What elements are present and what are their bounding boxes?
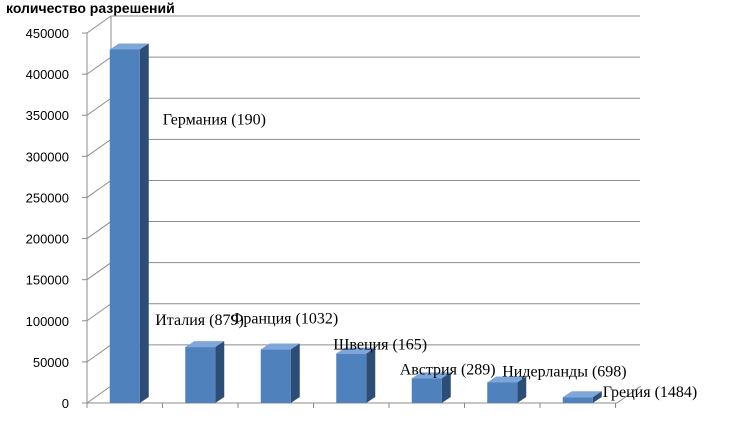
data-label: Швеция (165) [333, 337, 427, 354]
y-tick-labels: 0 50000 100000 150000 200000 250000 300000 3500… [26, 26, 69, 411]
y-tick-label: 150000 [26, 273, 69, 288]
data-label: Австрия (289) [400, 361, 496, 378]
y-tick-label: 200000 [26, 232, 69, 247]
bar-front [109, 49, 140, 403]
y-axis-label: количество разрешений [6, 0, 175, 16]
y-tick-label: 300000 [26, 149, 69, 164]
grid-line [86, 56, 640, 75]
y-tick-label: 0 [62, 396, 69, 411]
y-tick-label: 350000 [26, 108, 69, 123]
bar [260, 343, 300, 403]
bar-front [487, 382, 518, 403]
bar-top [487, 376, 527, 383]
bar [109, 43, 149, 403]
bar [411, 372, 451, 403]
bar-side [592, 391, 602, 403]
y-tick-label: 400000 [26, 67, 69, 82]
bar-top [260, 343, 300, 350]
data-labels: Германия (190) Италия (879)Франция (1032)… [155, 111, 697, 401]
y-tick-label: 450000 [26, 26, 69, 41]
data-label: Германия (190) [163, 111, 266, 128]
grid-lines [86, 15, 640, 363]
bar-front [185, 347, 216, 403]
data-label: Греция (1484) [603, 384, 697, 401]
y-tick-label: 250000 [26, 190, 69, 205]
bar-side [441, 372, 451, 403]
bar-side [517, 376, 527, 403]
bar-side [290, 343, 300, 403]
data-label: Франция (1032) [231, 311, 338, 328]
bar [487, 376, 527, 403]
grid-line [86, 262, 640, 281]
bar [185, 341, 225, 403]
data-label: Италия (879) [155, 312, 244, 329]
bar-top [109, 43, 149, 50]
grid-line [86, 15, 640, 34]
grid-line [86, 138, 640, 157]
bar [562, 391, 602, 403]
bar-front [260, 349, 291, 403]
grid-line [86, 179, 640, 198]
bar-front [411, 378, 442, 403]
bar-side [215, 341, 225, 403]
bar-top [411, 372, 451, 379]
y-tick-label: 50000 [33, 355, 69, 370]
data-label: Нидерланды (698) [502, 363, 626, 380]
bar [336, 347, 376, 403]
bar-front [336, 353, 367, 403]
bar-top [336, 347, 376, 354]
y-tick-label: 100000 [26, 314, 69, 329]
floor-edge [86, 385, 112, 404]
bar-front [562, 397, 593, 403]
bar-side [139, 43, 149, 403]
bar-side [366, 347, 376, 403]
grid-line [86, 221, 640, 239]
bars [109, 43, 602, 403]
bar-top [562, 391, 602, 398]
bar-top [185, 341, 225, 348]
